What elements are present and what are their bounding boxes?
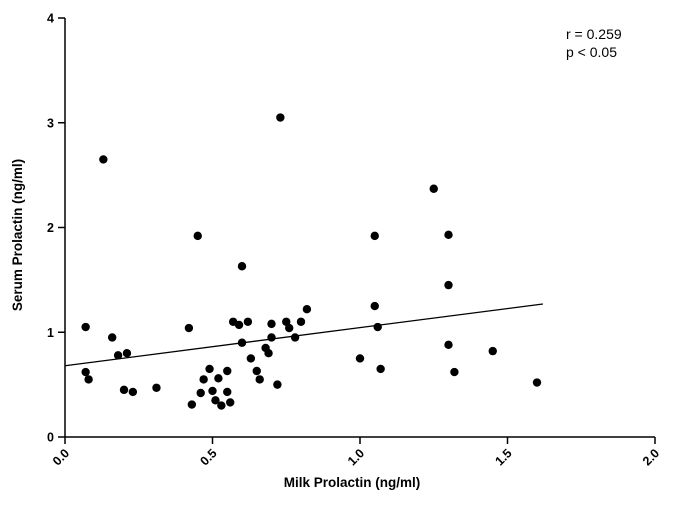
data-point bbox=[193, 231, 202, 241]
data-point bbox=[373, 322, 382, 332]
data-point bbox=[196, 388, 205, 398]
data-point bbox=[450, 367, 459, 377]
data-point bbox=[119, 385, 129, 395]
data-point bbox=[276, 113, 285, 122]
data-point bbox=[113, 351, 123, 360]
data-point bbox=[211, 396, 220, 405]
x-tick-label: 0.0 bbox=[50, 446, 72, 468]
x-tick-label: 0.5 bbox=[197, 446, 219, 468]
x-tick-label: 2.0 bbox=[640, 446, 662, 468]
data-point bbox=[199, 375, 208, 384]
data-point bbox=[223, 387, 232, 397]
data-point bbox=[370, 231, 379, 241]
pvalue-annotation: p < 0.05 bbox=[566, 44, 617, 60]
data-point bbox=[255, 375, 264, 384]
data-point bbox=[285, 323, 294, 333]
data-point bbox=[282, 317, 291, 326]
data-point bbox=[429, 184, 438, 193]
data-point bbox=[267, 333, 276, 342]
data-point bbox=[532, 378, 542, 387]
x-tick-label: 1.5 bbox=[492, 446, 514, 468]
y-axis-title: Serum Prolactin (ng/ml) bbox=[10, 159, 25, 311]
data-point bbox=[187, 400, 197, 409]
data-point bbox=[237, 262, 247, 271]
data-point bbox=[128, 387, 138, 397]
x-tick-label: 1.0 bbox=[345, 446, 367, 468]
axes-layer: 0.0 0.5 1.0 1.5 2.0 0 1 2 3 4 bbox=[47, 12, 662, 469]
correlation-annotation: r = 0.259 bbox=[566, 26, 622, 42]
data-point bbox=[84, 375, 93, 384]
data-point bbox=[217, 401, 226, 410]
y-tick-label: 4 bbox=[47, 12, 54, 26]
data-point bbox=[208, 386, 217, 396]
trend-line bbox=[64, 303, 543, 367]
data-point bbox=[184, 323, 194, 333]
data-point bbox=[444, 280, 453, 290]
data-point bbox=[226, 398, 235, 407]
data-point bbox=[246, 354, 256, 363]
data-point bbox=[444, 340, 453, 350]
y-tick-label: 3 bbox=[47, 116, 54, 130]
data-point bbox=[302, 305, 312, 314]
data-point bbox=[488, 346, 497, 356]
data-point bbox=[267, 319, 276, 329]
data-points-layer bbox=[81, 113, 542, 410]
data-point bbox=[273, 380, 282, 389]
data-point bbox=[243, 317, 253, 326]
data-point bbox=[152, 383, 161, 392]
data-point bbox=[223, 366, 232, 376]
data-point bbox=[81, 367, 90, 377]
data-point bbox=[237, 338, 247, 347]
data-point bbox=[108, 333, 117, 342]
data-point bbox=[296, 317, 306, 326]
data-point bbox=[355, 354, 365, 363]
y-tick-label: 1 bbox=[47, 326, 54, 340]
data-point bbox=[81, 322, 90, 332]
data-point bbox=[99, 155, 108, 164]
data-point bbox=[444, 230, 453, 240]
data-point bbox=[264, 349, 273, 358]
y-tick-label: 0 bbox=[47, 431, 54, 445]
data-point bbox=[214, 374, 223, 383]
data-point bbox=[205, 364, 214, 374]
data-point bbox=[290, 333, 300, 342]
data-point bbox=[234, 320, 244, 330]
data-point bbox=[376, 364, 385, 374]
data-point bbox=[252, 366, 261, 376]
data-point bbox=[122, 349, 132, 358]
x-axis-title: Milk Prolactin (ng/ml) bbox=[284, 475, 421, 490]
y-tick-label: 2 bbox=[47, 221, 54, 235]
data-point bbox=[370, 301, 379, 311]
trend-line-layer bbox=[64, 303, 543, 367]
